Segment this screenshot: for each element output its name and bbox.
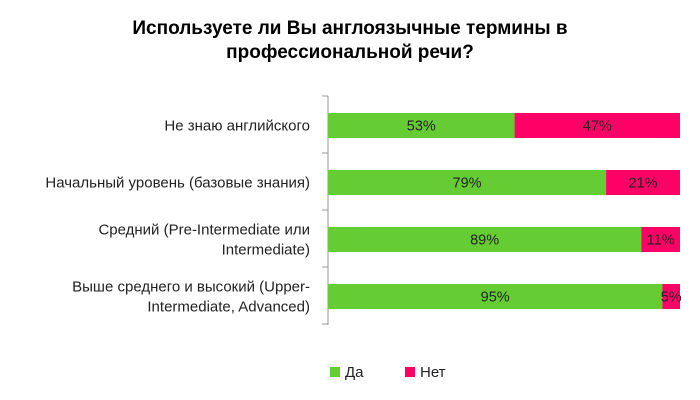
chart-title: Используете ли Вы англоязычные термины в… (132, 18, 567, 63)
data-label: 47% (583, 119, 612, 135)
data-label: 21% (629, 176, 658, 192)
bar-segment-no (514, 113, 680, 138)
bar-segment-yes (328, 170, 607, 195)
legend-label: Да (345, 364, 364, 381)
bar-area: 53% 47% 79% 21% 89% 11% 95% 5% (328, 113, 682, 309)
legend-swatch-no (405, 367, 415, 377)
legend: Да Нет (330, 364, 446, 381)
legend-swatch-yes (330, 367, 340, 377)
category-axis (322, 95, 329, 325)
chart-title-line: Используете ли Вы англоязычные термины в (132, 18, 567, 39)
data-label: 11% (647, 233, 675, 249)
category-label: Начальный уровень (базовые знания) (45, 175, 310, 192)
category-label: Intermediate, Advanced) (147, 299, 310, 316)
chart-title-line: профессиональной речи? (226, 42, 474, 63)
bar-segment-no (606, 170, 680, 195)
data-label: 53% (407, 119, 436, 135)
legend-label: Нет (420, 364, 446, 381)
bar-segment-yes (328, 227, 642, 252)
data-label: 79% (453, 176, 482, 192)
bar-segment-yes (328, 284, 663, 309)
category-label: Средний (Pre-Intermediate или (98, 222, 310, 239)
data-label: 95% (481, 290, 510, 306)
bar-segment-no (641, 227, 680, 252)
category-label: Intermediate) (222, 242, 310, 259)
data-label: 89% (470, 233, 499, 249)
category-labels: Не знаю английского Начальный уровень (ба… (45, 118, 310, 316)
data-label: 5% (661, 290, 682, 306)
bar-segment-no (662, 284, 680, 309)
bar-segment-yes (328, 113, 515, 138)
category-label: Выше среднего и высокий (Upper- (72, 279, 310, 296)
category-label: Не знаю английского (164, 118, 310, 135)
